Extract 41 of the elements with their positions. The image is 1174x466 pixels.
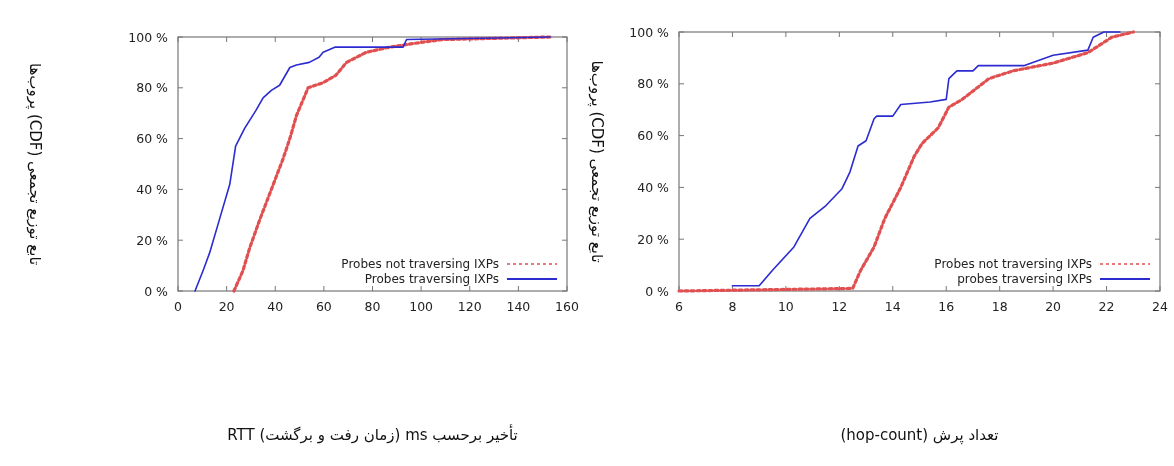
legend-label: Probes not traversing IXPs xyxy=(341,257,499,271)
x-tick-label: 20 xyxy=(218,299,235,314)
y-tick-label: 60 % xyxy=(136,131,169,147)
line-series xyxy=(677,30,1135,293)
y-tick-label: 0 % xyxy=(144,283,169,299)
legend-label: Probes traversing IXPs xyxy=(364,272,499,286)
x-tick-label: 12 xyxy=(831,299,848,314)
x-tick-label: 6 xyxy=(675,299,684,314)
y-tick-label: 40 % xyxy=(637,179,670,195)
y-tick-label: 100 % xyxy=(128,29,169,45)
y-tick-label: 40 % xyxy=(136,181,169,197)
y-tick-label: 80 % xyxy=(637,76,670,92)
x-tick-label: 16 xyxy=(938,299,955,314)
x-tick-label: 8 xyxy=(728,299,737,314)
legend-label: probes traversing IXPs xyxy=(957,272,1092,286)
y-tick-label: 20 % xyxy=(637,231,670,247)
y-axis-title: تابع توزیع تجمعی (CDF) پروب‌ها xyxy=(587,60,606,263)
x-tick-label: 0 xyxy=(174,299,183,314)
line-series xyxy=(731,31,1121,287)
y-axis-title: تابع توزیع تجمعی (CDF) پروب‌ها xyxy=(25,62,44,266)
x-tick-label: 20 xyxy=(1045,299,1062,314)
x-axis-title: تأخیر برحسب ms (زمان رفت و برگشت) RTT xyxy=(227,424,518,444)
x-tick-label: 40 xyxy=(267,299,284,314)
x-tick-label: 100 xyxy=(409,299,434,314)
x-tick-label: 60 xyxy=(315,299,332,314)
x-tick-label: 18 xyxy=(991,299,1008,314)
x-tick-label: 10 xyxy=(777,299,794,314)
legend-label: Probes not traversing IXPs xyxy=(934,257,1092,271)
x-tick-label: 14 xyxy=(884,299,901,314)
y-tick-label: 0 % xyxy=(645,283,670,299)
x-axis-title: تعداد پرش (hop-count) xyxy=(840,426,999,445)
y-tick-label: 80 % xyxy=(136,80,169,96)
x-tick-label: 24 xyxy=(1152,299,1168,314)
x-tick-label: 22 xyxy=(1098,299,1115,314)
x-tick-label: 160 xyxy=(555,299,579,314)
x-tick-label: 120 xyxy=(457,299,482,314)
x-tick-label: 140 xyxy=(506,299,531,314)
y-tick-label: 60 % xyxy=(637,128,670,144)
y-tick-label: 20 % xyxy=(136,232,169,248)
x-tick-label: 80 xyxy=(364,299,381,314)
y-tick-label: 100 % xyxy=(629,24,670,40)
